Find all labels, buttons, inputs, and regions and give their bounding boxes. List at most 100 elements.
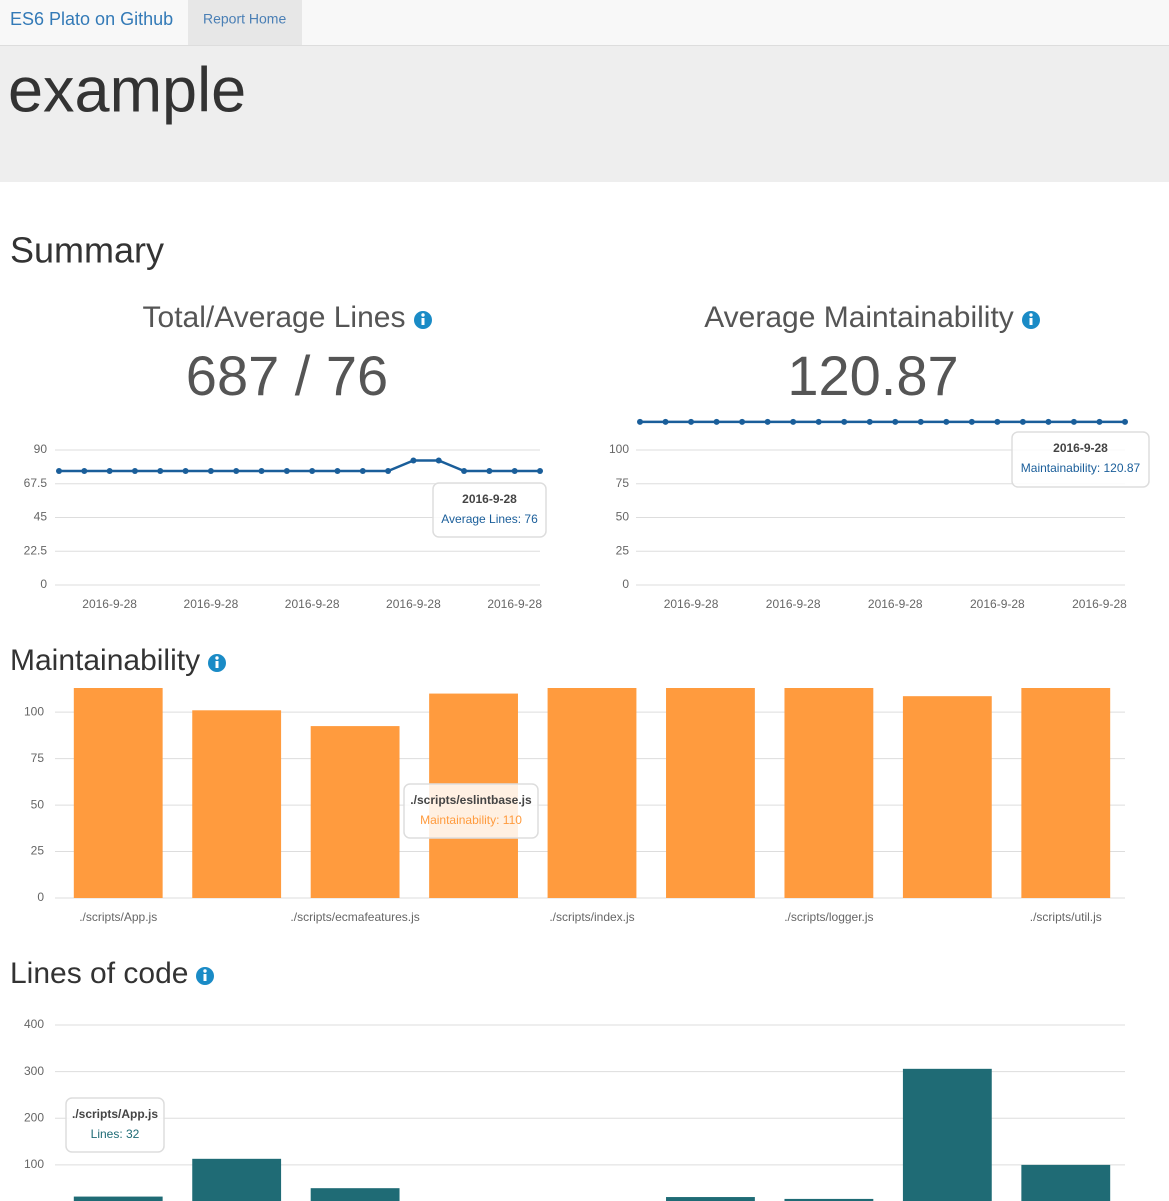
tooltip-text: Lines: 32: [91, 1127, 140, 1141]
y-tick-label: 400: [24, 1017, 44, 1031]
point: [233, 468, 240, 474]
bar: [310, 1188, 400, 1201]
brand[interactable]: ES6 Plato on Github: [10, 9, 173, 29]
point: [1045, 418, 1052, 425]
page-title: example: [8, 56, 246, 126]
x-tick-label: 2016-9-28: [868, 597, 923, 611]
tooltip: [432, 482, 547, 538]
info-icon-glyph: [215, 661, 219, 668]
x-tick-label: ./scripts/util.js: [1030, 910, 1102, 924]
nav-tab[interactable]: [188, 0, 302, 45]
point: [968, 418, 975, 425]
tooltip: [403, 783, 539, 839]
bar: [1021, 688, 1111, 898]
y-tick-label: 22.5: [24, 543, 48, 557]
point: [131, 468, 138, 474]
point: [866, 418, 873, 425]
y-tick-label: 25: [616, 543, 630, 557]
y-tick-label: 67.5: [24, 476, 48, 490]
point: [81, 468, 88, 474]
y-tick-label: 75: [616, 476, 630, 490]
section-heading: Lines of code: [10, 957, 188, 990]
bar: [784, 688, 874, 898]
x-tick-label: 2016-9-28: [970, 597, 1025, 611]
point: [106, 468, 113, 474]
y-tick-label: 50: [31, 797, 45, 811]
tooltip-title: ./scripts/App.js: [72, 1107, 158, 1121]
bar: [547, 688, 637, 898]
x-tick-label: ./scripts/ecmafeatures.js: [290, 910, 419, 924]
tooltip: [1011, 431, 1150, 488]
y-tick-label: 100: [609, 442, 629, 456]
x-tick-label: 2016-9-28: [664, 597, 719, 611]
x-tick-label: 2016-9-28: [386, 597, 441, 611]
x-tick-label: 2016-9-28: [487, 597, 542, 611]
y-tick-label: 0: [37, 890, 44, 904]
point: [385, 468, 392, 474]
point: [359, 468, 366, 474]
point: [511, 468, 518, 474]
tooltip-title: ./scripts/eslintbase.js: [410, 793, 532, 807]
bar: [192, 710, 282, 898]
point: [662, 418, 669, 425]
x-tick-label: 2016-9-28: [766, 597, 821, 611]
point: [713, 418, 720, 425]
point: [764, 418, 771, 425]
info-icon-glyph: [421, 313, 425, 317]
point: [207, 468, 214, 474]
nav-link[interactable]: Report Home: [203, 11, 286, 27]
y-tick-label: 45: [34, 510, 48, 524]
bar: [73, 688, 163, 898]
bar: [1021, 1164, 1111, 1201]
point: [892, 418, 899, 425]
point: [258, 468, 265, 474]
summary-value: 687 / 76: [186, 344, 388, 407]
bar: [784, 1198, 874, 1201]
point: [537, 468, 543, 474]
point: [943, 418, 950, 425]
x-tick-label: 2016-9-28: [184, 597, 239, 611]
x-tick-label: 2016-9-28: [1072, 597, 1127, 611]
point: [1122, 418, 1128, 425]
y-tick-label: 25: [31, 844, 45, 858]
jumbotron: [0, 46, 1169, 182]
y-tick-label: 100: [24, 704, 44, 718]
point: [283, 468, 290, 474]
point: [56, 468, 62, 474]
series: [56, 457, 543, 474]
bar: [310, 726, 400, 898]
bar: [192, 1158, 282, 1201]
tooltip-text: Average Lines: 76: [441, 512, 538, 526]
point: [815, 418, 822, 425]
info-icon-glyph: [421, 318, 425, 325]
y-tick-label: 100: [24, 1157, 44, 1171]
y-tick-label: 0: [40, 577, 47, 591]
line: [59, 459, 540, 473]
point: [994, 418, 1001, 425]
bar: [902, 1068, 992, 1201]
navbar: [0, 0, 1169, 45]
info-icon-glyph: [215, 656, 219, 660]
bar: [666, 688, 755, 898]
point: [1096, 418, 1103, 425]
info-icon-glyph: [1029, 313, 1033, 317]
point: [917, 418, 924, 425]
info-icon-glyph: [203, 969, 207, 973]
point: [461, 468, 468, 474]
info-icon-glyph: [1029, 318, 1033, 325]
info-icon-glyph: [203, 974, 207, 981]
point: [410, 457, 417, 464]
point: [182, 468, 189, 474]
series: [637, 418, 1128, 425]
series: [73, 1068, 1111, 1201]
y-tick-label: 50: [616, 510, 630, 524]
point: [435, 457, 442, 464]
tooltip-text: Maintainability: 110: [420, 813, 522, 827]
y-tick-label: 200: [24, 1110, 44, 1124]
point: [1019, 418, 1026, 425]
series: [73, 688, 1111, 898]
point: [841, 418, 848, 425]
tooltip-text: Maintainability: 120.87: [1021, 461, 1141, 475]
